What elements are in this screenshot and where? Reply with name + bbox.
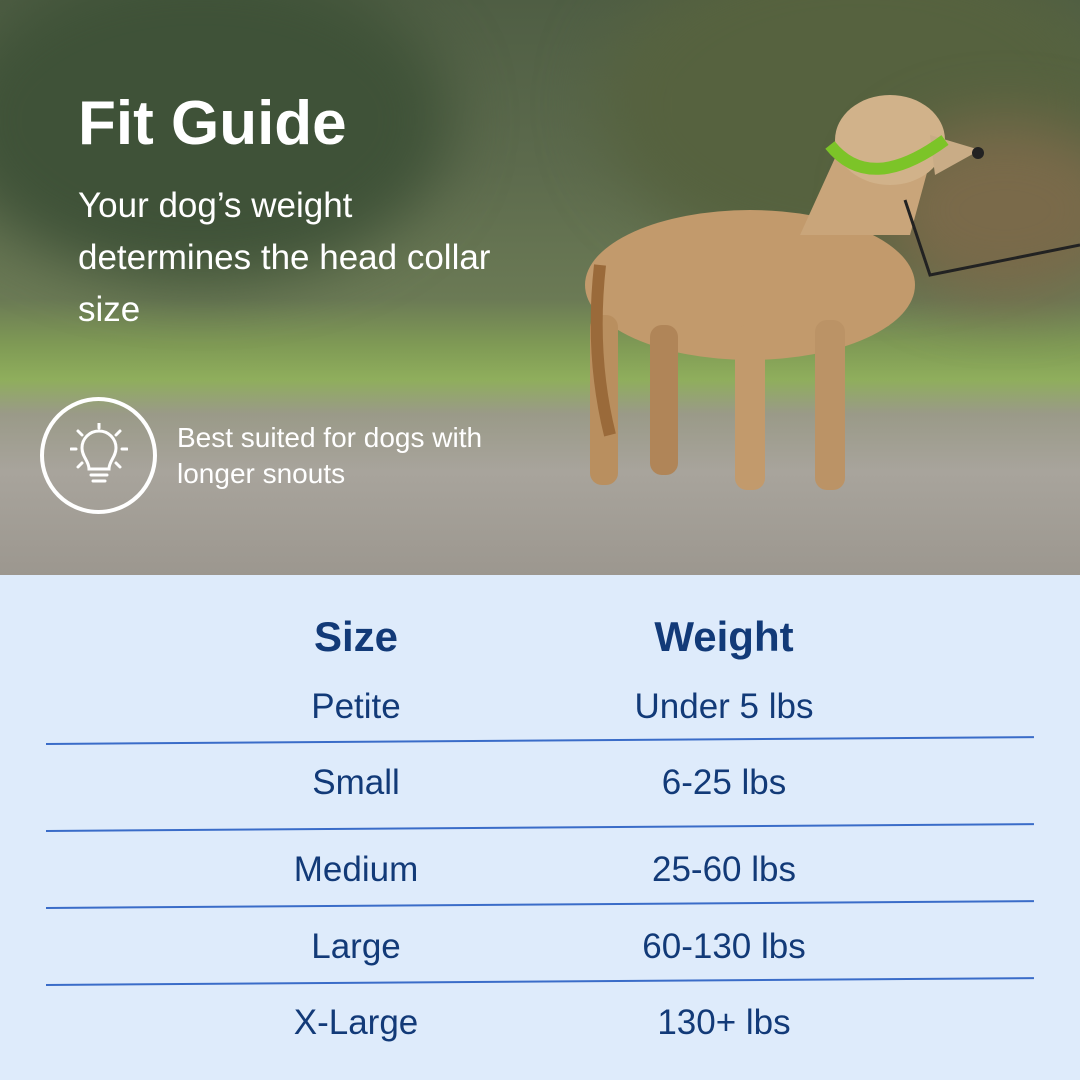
foliage	[0, 0, 450, 280]
size-cell: Small	[312, 763, 400, 802]
weight-cell: 25-60 lbs	[652, 850, 796, 889]
size-cell: Medium	[293, 850, 419, 889]
page-title: Fit Guide	[78, 89, 347, 158]
lightbulb-icon	[70, 423, 128, 483]
size-cell: Petite	[311, 687, 401, 726]
hero-photo: Fit Guide Your dog’s weight determines t…	[0, 0, 1080, 575]
size-cell: Large	[311, 927, 401, 966]
weight-cell: Under 5 lbs	[634, 687, 814, 726]
snout-note: Best suited for dogs with longer snouts	[177, 422, 483, 489]
size-cell: X-Large	[293, 1003, 419, 1042]
row-divider	[45, 823, 1034, 832]
row-divider	[45, 900, 1034, 909]
lightbulb-badge	[40, 397, 157, 514]
page-subtitle: Your dog’s weight determines the head co…	[78, 186, 491, 329]
dog-illustration	[585, 95, 1080, 490]
row-divider	[45, 977, 1034, 986]
weight-cell: 6-25 lbs	[661, 763, 787, 802]
size-table: Size Weight Petite Under 5 lbs Small 6-2…	[0, 575, 1080, 1080]
column-header-size: Size	[313, 613, 399, 660]
row-divider	[45, 736, 1034, 745]
weight-cell: 60-130 lbs	[642, 927, 806, 966]
weight-cell: 130+ lbs	[657, 1003, 791, 1042]
column-header-weight: Weight	[654, 613, 794, 660]
